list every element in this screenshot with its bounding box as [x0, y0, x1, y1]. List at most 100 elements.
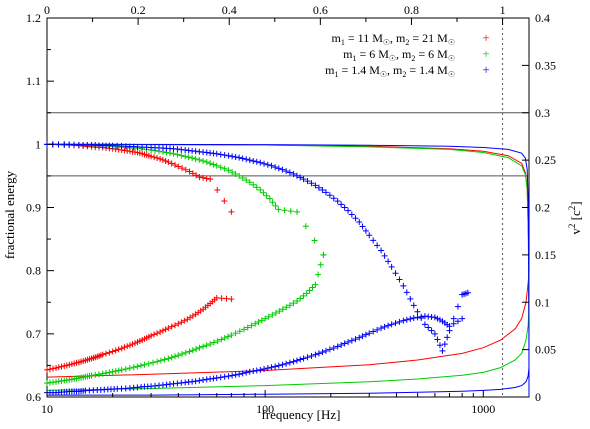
low-branch-point — [218, 336, 225, 343]
low-branch-point — [264, 365, 271, 372]
low-branch-point — [276, 308, 283, 315]
high-branch-point — [253, 158, 260, 165]
high-branch-point — [352, 215, 359, 222]
low-branch-point — [431, 314, 438, 321]
high-branch-point — [196, 174, 203, 181]
low-branch-point — [366, 330, 373, 337]
low-branch-point — [308, 352, 315, 359]
low-branch-point — [99, 351, 106, 358]
high-branch-point — [253, 184, 260, 191]
low-branch-point — [106, 349, 113, 356]
legend-label: m1 = 6 M☉, m2 = 6 M☉ — [343, 47, 455, 63]
energy-curve-2 — [46, 143, 530, 398]
high-branch-point — [370, 237, 377, 244]
high-branch-point — [243, 156, 250, 163]
y-tick-label: 1.2 — [26, 11, 41, 25]
y2-tick-label: 0.1 — [535, 295, 550, 309]
low-branch-point — [168, 354, 175, 361]
low-branch-point — [99, 370, 106, 377]
y2-axis-label: v2 [c2] — [567, 201, 583, 234]
high-branch-point — [319, 187, 326, 194]
low-branch-point — [381, 323, 388, 330]
low-branch-point — [450, 320, 457, 327]
low-branch-point — [112, 347, 119, 354]
y2-tick-label: 0.2 — [535, 201, 550, 215]
low-branch-point — [221, 373, 228, 380]
high-branch-point — [189, 155, 196, 162]
low-branch-point — [182, 349, 189, 356]
high-branch-point — [229, 169, 236, 176]
high-branch-point — [250, 181, 257, 188]
high-branch-point — [159, 156, 166, 163]
low-branch-point — [265, 313, 272, 320]
low-branch-point — [283, 360, 290, 367]
high-branch-point — [385, 258, 392, 265]
high-branch-point — [359, 223, 366, 230]
low-branch-point — [272, 363, 279, 370]
high-branch-point — [189, 170, 196, 177]
high-branch-point — [300, 176, 307, 183]
high-branch-point — [207, 160, 214, 167]
high-branch-point — [403, 289, 410, 296]
low-branch-point — [196, 377, 203, 384]
x2-tick-label: 0.6 — [313, 3, 328, 17]
high-branch-point — [392, 270, 399, 277]
low-branch-point — [172, 322, 179, 329]
low-branch-point — [154, 358, 161, 365]
high-branch-point — [203, 175, 210, 182]
low-branch-point — [157, 328, 164, 335]
low-branch-point — [131, 340, 138, 347]
low-branch-point — [213, 375, 220, 382]
y2-tick-label: 0.25 — [535, 153, 556, 167]
low-branch-point — [55, 364, 62, 371]
low-branch-point — [178, 319, 185, 326]
low-branch-point — [294, 297, 301, 304]
low-branch-point — [61, 363, 68, 370]
x2-tick-label: 0.8 — [404, 3, 419, 17]
low-branch-point — [53, 364, 60, 371]
low-branch-point — [306, 287, 313, 294]
low-branch-point — [214, 337, 221, 344]
y2-axis-label-main: v — [568, 228, 583, 235]
low-branch-point — [244, 324, 251, 331]
low-branch-point — [257, 366, 264, 373]
low-branch-point — [172, 353, 179, 360]
high-branch-point — [168, 160, 175, 167]
low-branch-point — [109, 368, 116, 375]
x-tick-label: 10 — [41, 402, 53, 416]
high-branch-point — [213, 150, 220, 157]
y2-tick-label: 0.15 — [535, 248, 556, 262]
low-branch-point — [126, 342, 133, 349]
high-branch-point — [203, 159, 210, 166]
low-branch-point — [196, 344, 203, 351]
low-branch-point — [385, 322, 392, 329]
legend-label: m1 = 1.4 M☉, m2 = 1.4 M☉ — [325, 63, 455, 79]
high-branch-point — [450, 315, 457, 322]
high-branch-point — [239, 175, 246, 182]
high-branch-point — [200, 174, 207, 181]
high-branch-point — [322, 189, 329, 196]
high-branch-point — [192, 155, 199, 162]
low-branch-point — [290, 358, 297, 365]
low-branch-point — [262, 315, 269, 322]
high-branch-point — [414, 308, 421, 315]
high-branch-point — [454, 303, 461, 310]
high-branch-point — [330, 195, 337, 202]
low-branch-point — [50, 365, 57, 372]
low-branch-point — [121, 344, 128, 351]
reference-lines — [47, 18, 529, 397]
high-branch-point — [381, 252, 388, 259]
low-branch-point — [236, 371, 243, 378]
low-branch-point — [388, 321, 395, 328]
high-branch-point — [186, 168, 193, 175]
low-branch-point — [200, 343, 207, 350]
low-branch-point — [304, 354, 311, 361]
low-branch-point — [454, 318, 461, 325]
low-branch-point — [225, 333, 232, 340]
high-branch-point — [374, 242, 381, 249]
y-axis-label: fractional energy — [2, 170, 17, 259]
low-branch-point — [434, 315, 441, 322]
high-branch-point — [170, 150, 177, 157]
low-branch-point — [312, 281, 319, 288]
